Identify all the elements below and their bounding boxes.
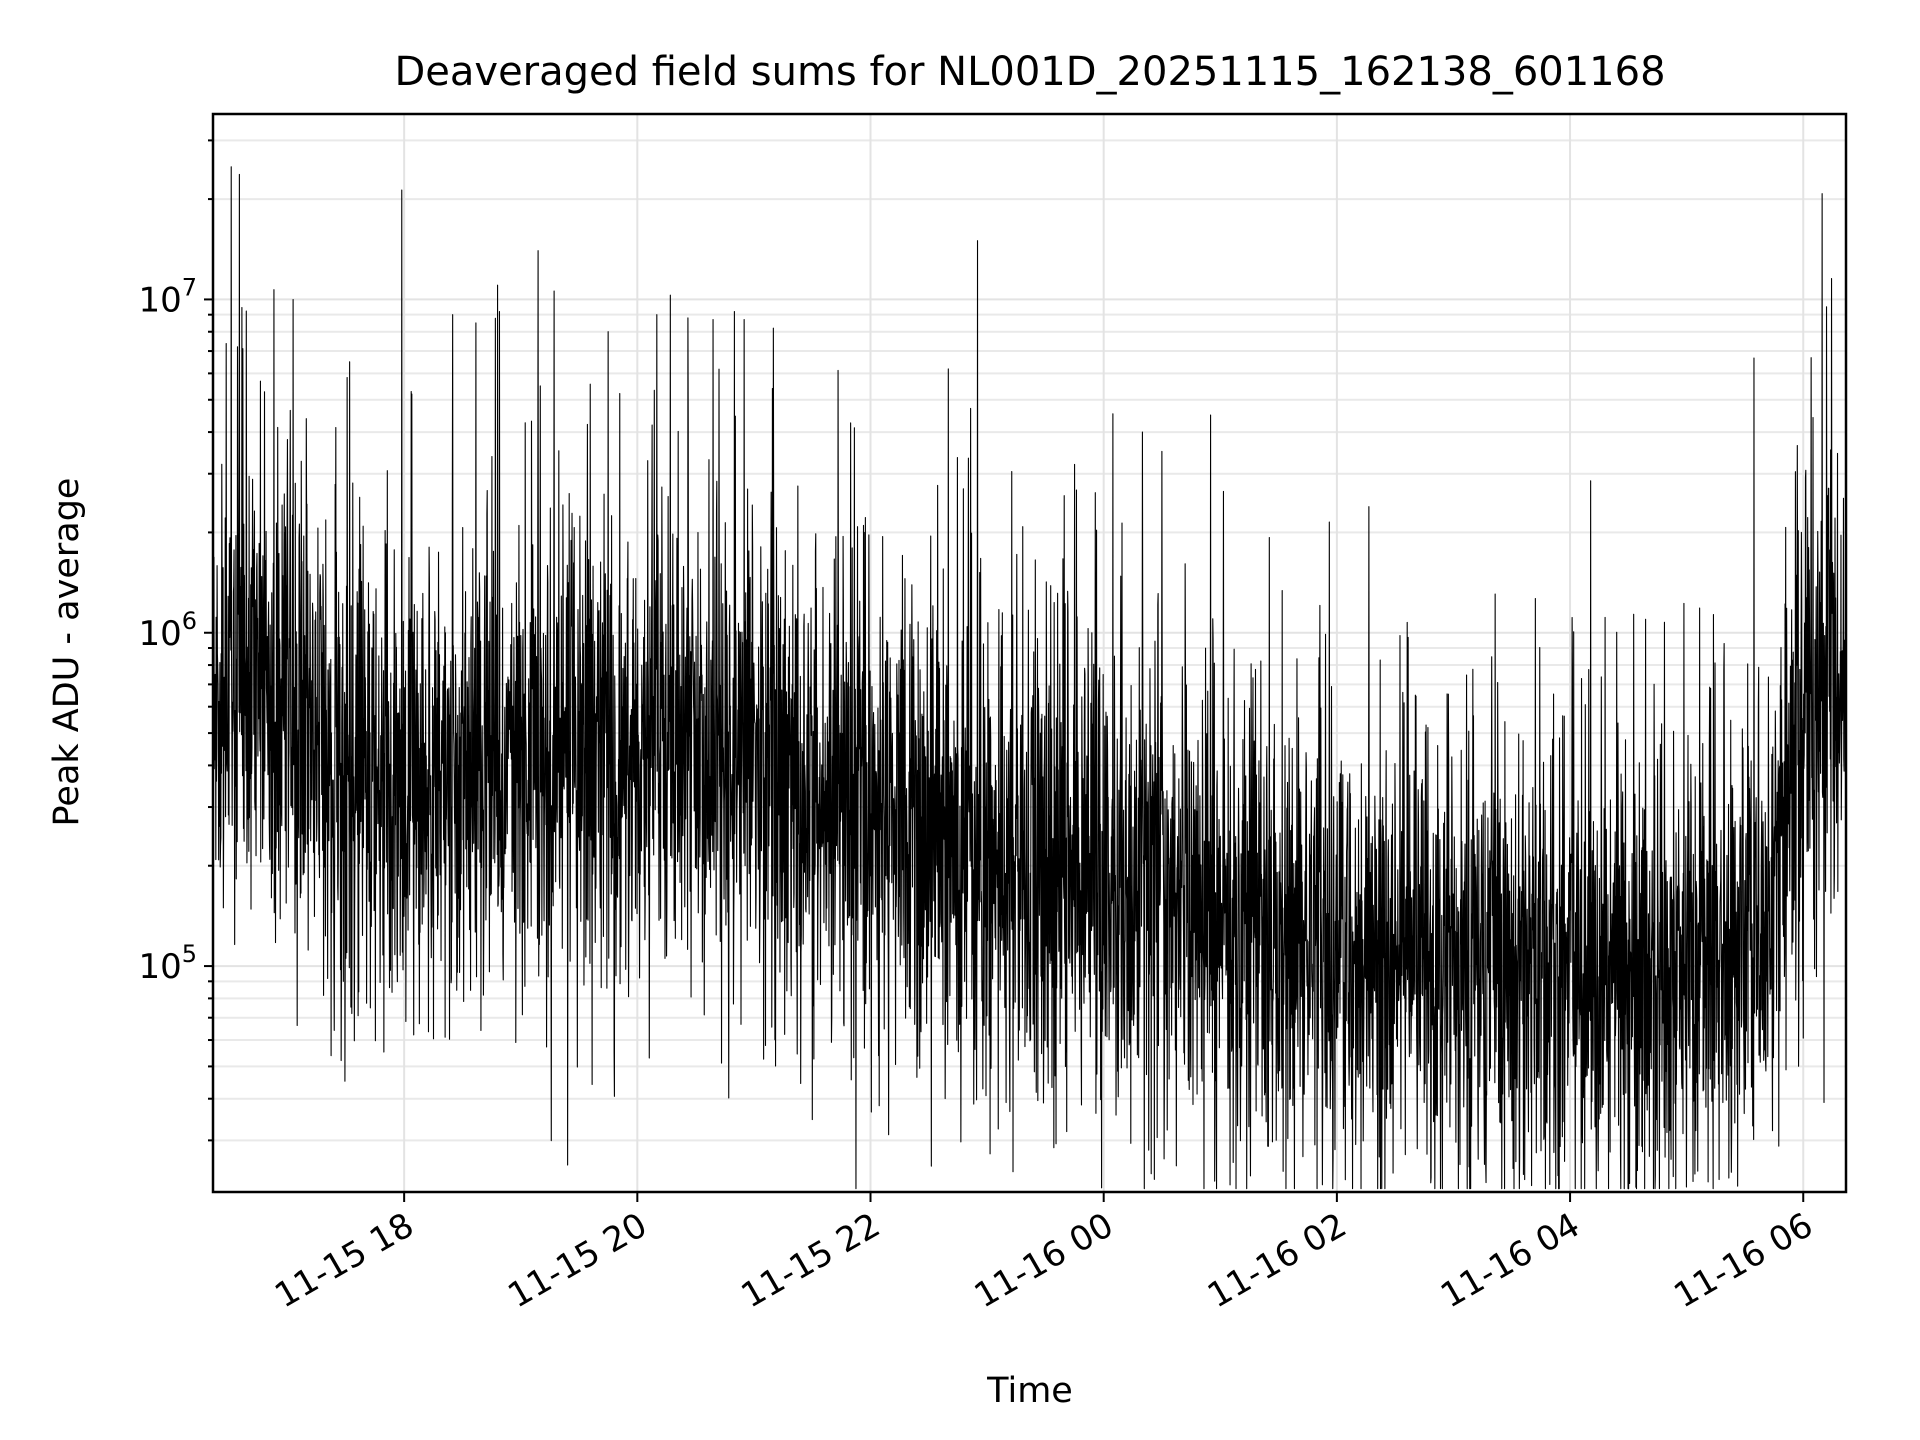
series-line bbox=[212, 166, 1847, 1190]
y-tick-label: 107 bbox=[138, 273, 197, 320]
chart-title: Deaveraged field sums for NL001D_2025111… bbox=[394, 49, 1665, 95]
series-layer bbox=[212, 166, 1847, 1190]
plot-frame bbox=[211, 112, 1848, 1194]
y-tick-label: 105 bbox=[138, 940, 197, 987]
x-axis-label: Time bbox=[986, 1371, 1073, 1411]
y-axis-label: Peak ADU - average bbox=[47, 478, 87, 827]
y-tick-label: 106 bbox=[138, 607, 197, 654]
